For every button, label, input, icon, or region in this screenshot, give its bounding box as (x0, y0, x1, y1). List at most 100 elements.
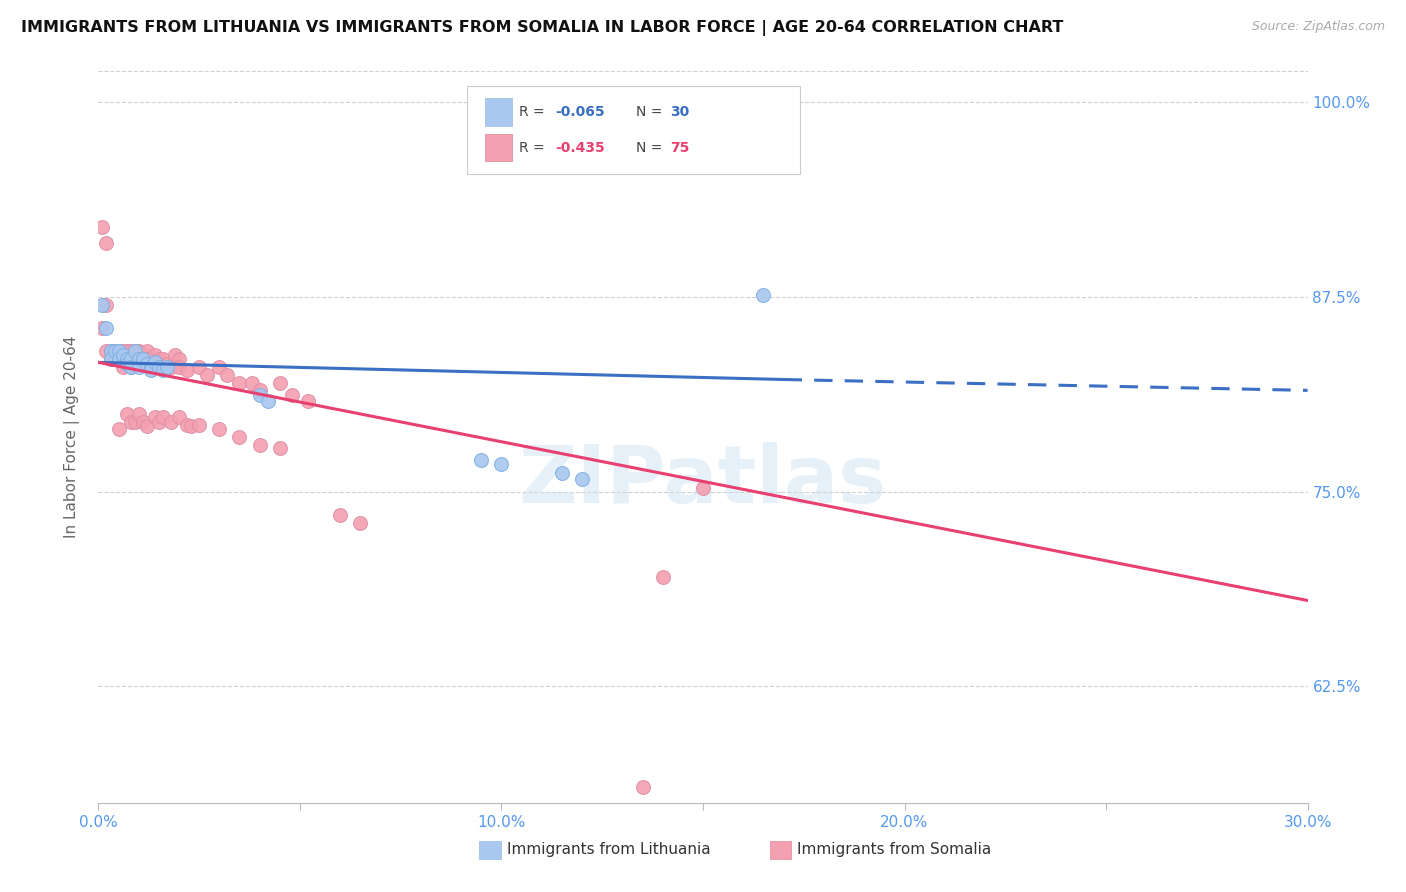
Point (551, 466, 574, 480)
Point (152, 363, 174, 377)
Point (249, 384, 271, 398)
Text: -0.065: -0.065 (555, 105, 605, 120)
Point (139, 352, 162, 367)
Point (188, 417, 211, 432)
Point (100, 344, 122, 359)
Point (631, 780, 654, 795)
Point (124, 415, 146, 429)
Point (103, 352, 125, 367)
Point (111, 352, 134, 367)
Point (120, 359, 142, 374)
Point (195, 368, 218, 382)
Point (115, 407, 138, 421)
Point (96, 321, 118, 335)
Point (96, 235, 118, 250)
Point (135, 352, 157, 367)
Point (228, 376, 250, 390)
Point (148, 352, 170, 367)
Point (269, 441, 291, 455)
Point (107, 344, 129, 359)
Point (107, 344, 129, 359)
Point (160, 415, 183, 429)
Text: 30: 30 (671, 105, 689, 120)
Point (135, 357, 157, 371)
Point (167, 409, 190, 424)
Text: N =: N = (637, 105, 668, 120)
Point (180, 419, 202, 434)
Point (692, 482, 714, 496)
Point (128, 352, 150, 367)
Point (208, 422, 231, 436)
Point (120, 344, 142, 359)
Point (124, 344, 146, 359)
Text: R =: R = (519, 105, 550, 120)
Point (132, 348, 155, 362)
Point (135, 419, 157, 434)
Point (107, 352, 129, 367)
Point (176, 363, 198, 377)
Point (349, 516, 371, 530)
Point (269, 376, 291, 390)
Point (107, 348, 129, 362)
Point (143, 355, 166, 369)
Point (752, 288, 775, 302)
Point (249, 388, 271, 402)
FancyBboxPatch shape (769, 841, 792, 859)
Point (163, 348, 186, 362)
Point (115, 352, 138, 367)
Point (115, 352, 138, 367)
Point (100, 352, 122, 367)
Point (152, 409, 174, 424)
Point (103, 344, 125, 359)
Point (128, 352, 150, 367)
Point (156, 357, 179, 371)
Text: Source: ZipAtlas.com: Source: ZipAtlas.com (1251, 20, 1385, 33)
Point (470, 453, 492, 467)
Point (96, 298, 118, 312)
Point (111, 359, 134, 374)
Point (152, 352, 174, 367)
Point (120, 359, 142, 374)
Point (91, 321, 114, 335)
Point (115, 357, 138, 371)
Text: R =: R = (519, 141, 550, 154)
Point (107, 422, 129, 436)
Point (249, 438, 271, 452)
Point (128, 407, 150, 421)
Point (132, 352, 155, 367)
Point (103, 344, 125, 359)
Point (188, 359, 211, 374)
Point (148, 359, 170, 374)
Point (281, 388, 304, 402)
Point (148, 415, 170, 429)
Point (132, 352, 155, 367)
FancyBboxPatch shape (479, 841, 501, 859)
Point (143, 409, 166, 424)
Point (120, 415, 142, 429)
Point (120, 352, 142, 367)
Text: ZIPatlas: ZIPatlas (519, 442, 887, 520)
Point (124, 344, 146, 359)
Point (111, 344, 134, 359)
Point (139, 357, 162, 371)
FancyBboxPatch shape (485, 134, 512, 161)
Point (256, 394, 278, 409)
Point (160, 359, 183, 374)
Point (120, 352, 142, 367)
Point (91, 219, 114, 234)
Point (115, 344, 138, 359)
Point (115, 348, 138, 362)
Point (132, 415, 155, 429)
Point (329, 508, 352, 522)
Point (143, 348, 166, 362)
Text: -0.435: -0.435 (555, 141, 605, 154)
Point (208, 359, 231, 374)
Point (111, 348, 134, 362)
Text: Immigrants from Somalia: Immigrants from Somalia (797, 842, 991, 857)
Point (100, 352, 122, 367)
Point (139, 363, 162, 377)
Point (571, 472, 593, 486)
Point (491, 457, 513, 471)
Y-axis label: In Labor Force | Age 20-64: In Labor Force | Age 20-64 (63, 336, 80, 538)
Point (91, 298, 114, 312)
